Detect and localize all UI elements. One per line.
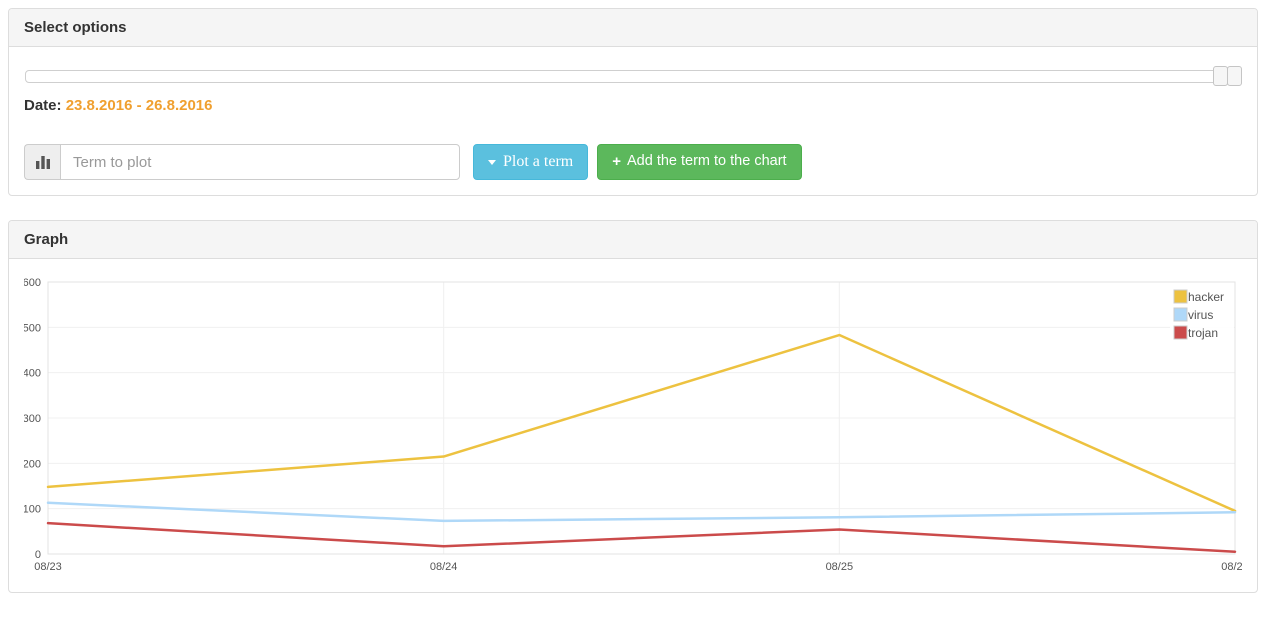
y-axis-label: 600 [24, 277, 41, 289]
legend-label-virus: virus [1188, 308, 1213, 322]
graph-panel-heading: Graph [9, 221, 1257, 259]
date-range-slider[interactable] [25, 66, 1242, 86]
legend-label-trojan: trojan [1188, 326, 1218, 340]
graph-panel: Graph 0 100 200 300 400 500 600 08/23 08/24 08/25… [8, 220, 1258, 593]
date-value: 23.8.2016 - 26.8.2016 [65, 97, 213, 114]
add-term-label: Add the term to the chart [626, 153, 787, 170]
date-line: Date: 23.8.2016 - 26.8.2016 [24, 97, 1242, 114]
term-input-group [24, 144, 460, 180]
plot-border [47, 281, 1236, 555]
term-form: Plot a term + Add the term to the chart [24, 144, 1242, 180]
x-axis-label: 08/26 [1221, 561, 1242, 573]
plot-term-label: Plot a term [503, 153, 574, 171]
select-options-heading: Select options [9, 9, 1257, 47]
legend-swatch-trojan [1173, 325, 1188, 340]
axis-labels: 0 100 200 300 400 500 600 08/23 08/24 08/25 08/26 [24, 277, 1242, 573]
date-label: Date: [24, 97, 62, 114]
select-options-panel: Select options Date: 23.8.2016 - 26.8.20… [8, 8, 1258, 196]
y-axis-label: 300 [24, 413, 41, 425]
add-term-button[interactable]: + Add the term to the chart [597, 144, 802, 180]
legend-swatch-virus [1173, 307, 1188, 322]
series-line-virus [46, 501, 1237, 523]
graph-panel-body: 0 100 200 300 400 500 600 08/23 08/24 08/25 08/26 h… [9, 259, 1257, 592]
y-axis-label: 400 [24, 368, 41, 380]
y-axis-label: 500 [24, 322, 41, 334]
slider-handle-right[interactable] [1227, 66, 1242, 86]
term-input[interactable] [60, 144, 460, 180]
y-axis-label: 100 [24, 504, 41, 516]
slider-handle-left[interactable] [1213, 66, 1228, 86]
x-axis-label: 08/25 [826, 561, 854, 573]
plus-icon: + [612, 153, 621, 170]
plot-term-button[interactable]: Plot a term [473, 144, 589, 180]
select-options-body: Date: 23.8.2016 - 26.8.2016 [9, 47, 1257, 195]
legend-swatch-hacker [1173, 289, 1188, 304]
y-axis-label: 0 [35, 549, 41, 561]
series-line-hacker [46, 333, 1237, 513]
x-axis-label: 08/24 [430, 561, 458, 573]
bar-chart-icon [24, 144, 60, 180]
chart-legend: hacker virus trojan [1170, 286, 1234, 346]
series-line-trojan [46, 521, 1237, 553]
x-axis-label: 08/23 [34, 561, 62, 573]
chart-grid [47, 281, 1236, 555]
caret-down-icon [488, 159, 496, 165]
legend-label-hacker: hacker [1188, 290, 1224, 304]
y-axis-label: 200 [24, 458, 41, 470]
line-chart: 0 100 200 300 400 500 600 08/23 08/24 08/25 08/26 h… [24, 277, 1242, 573]
